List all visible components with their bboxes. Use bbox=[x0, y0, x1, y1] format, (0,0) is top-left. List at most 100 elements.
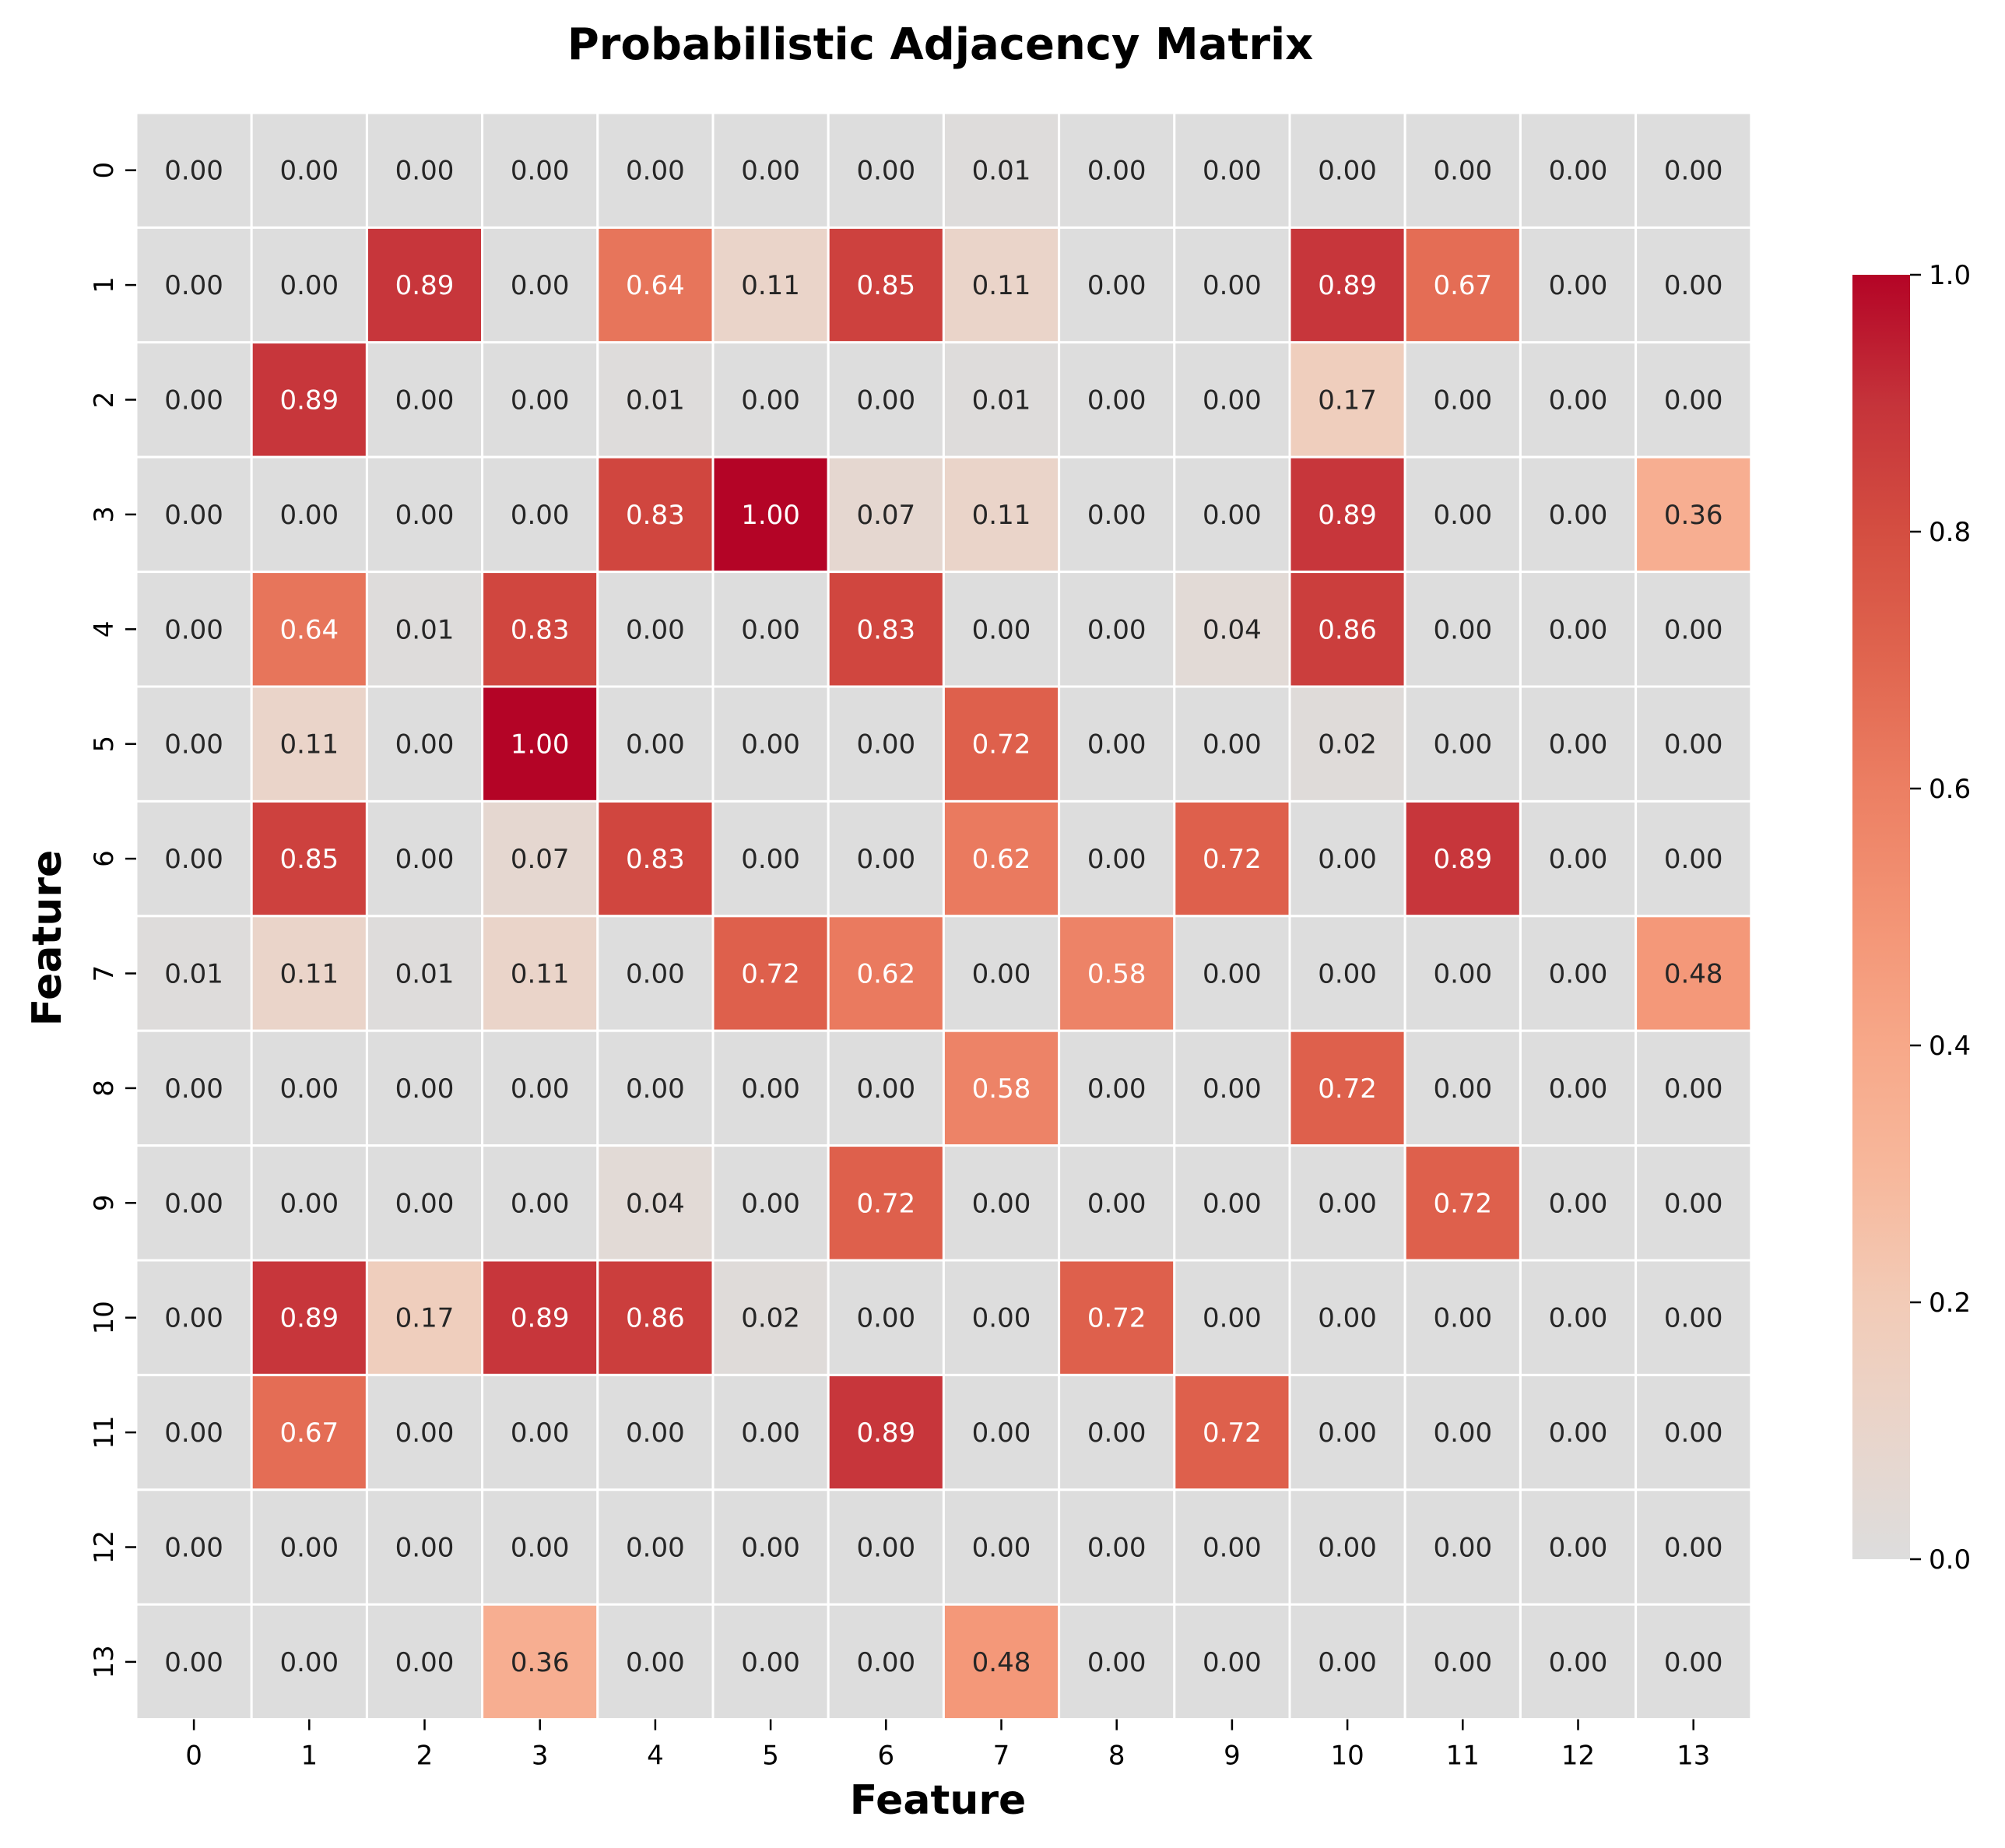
cell-value-label: 0.00 bbox=[1549, 614, 1608, 645]
y-tick-label: 9 bbox=[89, 1194, 120, 1211]
cell-value-label: 0.00 bbox=[741, 729, 800, 761]
cell-value-label: 0.00 bbox=[1433, 385, 1492, 416]
cell-value-label: 0.00 bbox=[511, 385, 570, 416]
cell-value-label: 0.00 bbox=[741, 1647, 800, 1678]
cell-value-label: 0.07 bbox=[856, 500, 915, 531]
heatmap-cell bbox=[1635, 685, 1753, 803]
cell-value-label: 0.00 bbox=[626, 1418, 685, 1449]
cell-value-label: 0.01 bbox=[164, 959, 223, 990]
cell-value-label: 0.00 bbox=[1664, 156, 1723, 187]
cell-value-label: 0.00 bbox=[395, 844, 455, 875]
heatmap-cell bbox=[711, 1373, 830, 1491]
cell-value-label: 0.67 bbox=[1433, 270, 1492, 301]
cell-value-label: 0.00 bbox=[1549, 270, 1608, 301]
cell-value-label: 0.00 bbox=[1549, 1188, 1608, 1219]
heatmap-cell bbox=[365, 1029, 484, 1147]
heatmap-cell bbox=[1288, 1259, 1406, 1376]
cell-value-label: 0.00 bbox=[1664, 1303, 1723, 1334]
cell-value-label: 0.00 bbox=[1087, 1073, 1146, 1105]
y-tick-label: 2 bbox=[89, 392, 120, 409]
y-tick-label: 3 bbox=[89, 506, 120, 523]
cell-value-label: 0.00 bbox=[1203, 959, 1262, 990]
heatmap-cell bbox=[1635, 111, 1753, 229]
cell-value-label: 0.00 bbox=[1549, 500, 1608, 531]
cell-value-label: 0.00 bbox=[972, 614, 1031, 645]
cell-value-label: 0.86 bbox=[1318, 614, 1377, 645]
x-axis-label: Feature bbox=[850, 1777, 1027, 1824]
heatmap-cell bbox=[1519, 799, 1638, 918]
heatmap-cell bbox=[942, 1488, 1061, 1606]
cell-value-label: 0.00 bbox=[1087, 270, 1146, 301]
cell-value-label: 0.83 bbox=[856, 614, 915, 645]
cell-value-label: 0.00 bbox=[279, 500, 339, 531]
heatmap-cell bbox=[942, 685, 1061, 803]
heatmap-cell bbox=[250, 915, 368, 1032]
cell-value-label: 0.00 bbox=[741, 1188, 800, 1219]
heatmap-cell bbox=[1173, 1259, 1291, 1376]
cell-value-label: 0.02 bbox=[1318, 729, 1377, 761]
heatmap-cell bbox=[942, 111, 1061, 229]
cell-value-label: 0.48 bbox=[1664, 959, 1723, 990]
heatmap-cell bbox=[596, 915, 715, 1032]
heatmap-cell bbox=[1288, 799, 1406, 918]
cell-value-label: 0.00 bbox=[972, 959, 1031, 990]
heatmap-cell bbox=[250, 1259, 368, 1376]
heatmap-cell bbox=[942, 1603, 1061, 1721]
heatmap-cell bbox=[250, 1144, 368, 1262]
heatmap-cell bbox=[1519, 1603, 1638, 1721]
cell-value-label: 0.00 bbox=[1203, 270, 1262, 301]
heatmap-cell bbox=[1058, 341, 1176, 458]
cell-value-label: 0.07 bbox=[511, 844, 570, 875]
cell-value-label: 0.00 bbox=[1549, 1533, 1608, 1564]
y-tick-label: 1 bbox=[89, 276, 120, 293]
cell-value-label: 0.00 bbox=[164, 270, 223, 301]
y-tick-label: 8 bbox=[89, 1080, 120, 1097]
heatmap-cell bbox=[827, 685, 945, 803]
cell-value-label: 0.00 bbox=[1318, 1188, 1377, 1219]
cell-value-label: 0.00 bbox=[626, 156, 685, 187]
cell-value-label: 0.00 bbox=[1203, 1533, 1262, 1564]
colorbar-tick-label: 1.0 bbox=[1929, 260, 1971, 291]
heatmap-cell bbox=[1288, 1029, 1406, 1147]
cell-value-label: 0.00 bbox=[741, 844, 800, 875]
cell-value-label: 1.00 bbox=[741, 500, 800, 531]
y-axis-label: Feature bbox=[24, 850, 71, 1027]
cell-value-label: 0.00 bbox=[1087, 500, 1146, 531]
heatmap-cells bbox=[135, 111, 1753, 1721]
cell-value-label: 0.00 bbox=[972, 1303, 1031, 1334]
cell-value-label: 0.00 bbox=[741, 614, 800, 645]
cell-value-label: 0.00 bbox=[856, 156, 915, 187]
cell-value-label: 0.00 bbox=[1664, 729, 1723, 761]
cell-value-label: 0.00 bbox=[626, 959, 685, 990]
cell-value-label: 0.72 bbox=[741, 959, 800, 990]
y-tick-label: 4 bbox=[89, 620, 120, 638]
cell-value-label: 0.85 bbox=[856, 270, 915, 301]
cell-value-label: 0.00 bbox=[1549, 729, 1608, 761]
heatmap-cell bbox=[365, 1373, 484, 1491]
cell-value-label: 0.11 bbox=[279, 729, 339, 761]
cell-value-label: 0.00 bbox=[972, 1188, 1031, 1219]
cell-value-label: 0.00 bbox=[741, 1073, 800, 1105]
cell-value-label: 0.00 bbox=[626, 1533, 685, 1564]
heatmap-cell bbox=[1403, 799, 1522, 918]
cell-value-label: 0.83 bbox=[626, 844, 685, 875]
heatmap-cell bbox=[596, 1144, 715, 1262]
cell-value-label: 0.11 bbox=[972, 270, 1031, 301]
heatmap-cell bbox=[942, 226, 1061, 344]
heatmap-cell bbox=[1635, 915, 1753, 1032]
cell-value-label: 0.00 bbox=[511, 270, 570, 301]
cell-value-label: 0.00 bbox=[279, 1188, 339, 1219]
x-tick-label: 5 bbox=[762, 1741, 779, 1772]
heatmap-cell bbox=[1288, 455, 1406, 574]
x-tick-label: 11 bbox=[1446, 1741, 1480, 1772]
cell-value-label: 0.00 bbox=[1549, 1303, 1608, 1334]
cell-value-label: 0.11 bbox=[972, 500, 1031, 531]
cell-value-label: 0.00 bbox=[1549, 1073, 1608, 1105]
heatmap-cell bbox=[481, 915, 599, 1032]
cell-value-label: 0.36 bbox=[1664, 500, 1723, 531]
cell-value-label: 0.00 bbox=[1664, 1418, 1723, 1449]
cell-value-label: 0.00 bbox=[164, 729, 223, 761]
cell-value-label: 0.00 bbox=[741, 1533, 800, 1564]
cell-value-label: 0.00 bbox=[1433, 500, 1492, 531]
